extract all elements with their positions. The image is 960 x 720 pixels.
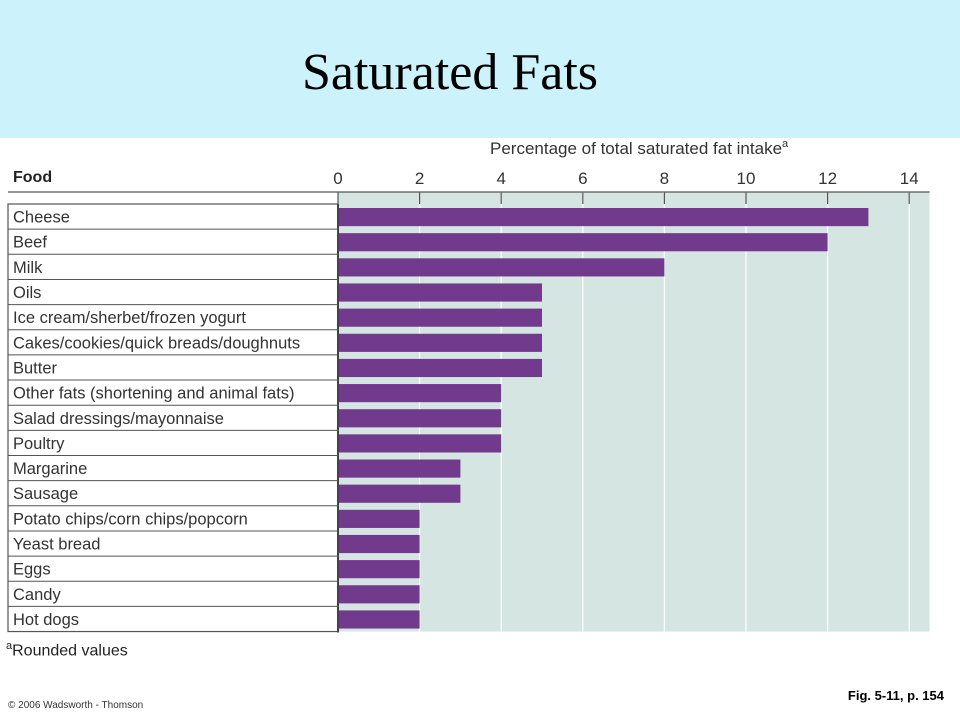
x-tick-label: 6	[578, 169, 587, 188]
x-tick-label: 14	[900, 169, 919, 188]
x-tick-label: 0	[333, 169, 342, 188]
category-label: Eggs	[13, 561, 51, 579]
bar	[339, 258, 665, 277]
footnote-marker: a	[6, 640, 13, 652]
category-label: Cheese	[13, 209, 70, 227]
bar	[339, 208, 869, 227]
category-label: Candy	[13, 586, 61, 604]
bar	[339, 384, 502, 403]
category-label: Ice cream/sherbet/frozen yogurt	[13, 309, 246, 327]
copyright: © 2006 Wadsworth - Thomson	[8, 700, 144, 711]
header-band	[0, 0, 960, 138]
bar	[339, 283, 542, 302]
bar	[339, 308, 542, 327]
footnote: aRounded values	[6, 640, 128, 660]
bar	[339, 459, 461, 478]
category-label: Poultry	[13, 435, 65, 453]
bar	[339, 560, 420, 579]
category-label: Milk	[13, 259, 43, 277]
category-label: Butter	[13, 359, 58, 377]
x-tick-label: 2	[415, 169, 424, 188]
slide-title: Saturated Fats	[301, 44, 599, 101]
x-tick-label: 10	[737, 169, 756, 188]
category-label: Potato chips/corn chips/popcorn	[13, 510, 248, 528]
category-label: Yeast bread	[13, 536, 100, 554]
bar	[339, 358, 542, 378]
axis-title: Percentage of total saturated fat intake…	[490, 138, 789, 158]
bar	[339, 534, 420, 554]
food-column-header: Food	[13, 169, 52, 186]
bar	[339, 610, 420, 629]
category-table	[7, 203, 339, 633]
footnote-text: Rounded values	[12, 642, 128, 660]
x-tick-label: 8	[660, 169, 669, 188]
category-label: Cakes/cookies/quick breads/doughnuts	[13, 334, 300, 352]
category-label: Sausage	[13, 485, 78, 503]
category-label: Margarine	[13, 460, 87, 478]
category-label: Oils	[13, 284, 41, 302]
category-label: Salad dressings/mayonnaise	[13, 410, 224, 428]
bar	[339, 434, 502, 453]
figure-reference: Fig. 5-11, p. 154	[847, 688, 944, 703]
axis-title-text: Percentage of total saturated fat intake	[490, 139, 782, 158]
bar	[339, 484, 461, 503]
category-label: Beef	[13, 234, 47, 252]
category-label: Hot dogs	[13, 611, 79, 629]
bar	[339, 585, 420, 604]
axis-title-superscript: a	[782, 138, 789, 150]
bar	[339, 333, 542, 352]
bar	[339, 409, 502, 428]
x-tick-label: 12	[818, 169, 837, 188]
x-tick-label: 4	[496, 169, 505, 188]
bar	[339, 233, 828, 252]
category-label: Other fats (shortening and animal fats)	[13, 385, 295, 403]
bar	[339, 509, 420, 528]
